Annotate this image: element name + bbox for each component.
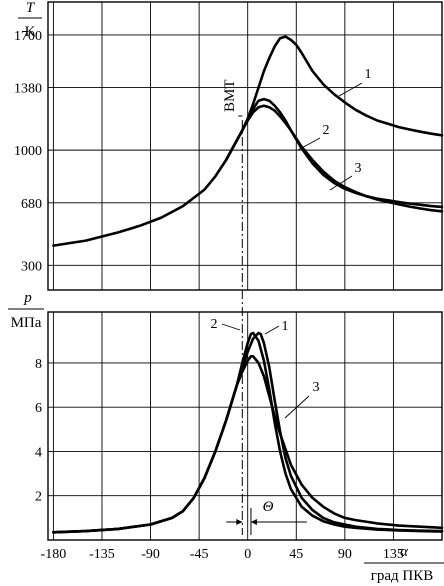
pressure-plot-frame [47, 311, 443, 541]
temperature-panel: 300 680 1000 1380 1700 [14, 1, 444, 291]
pressure-y-tick-label: 6 [35, 401, 42, 416]
series-label-leader [221, 323, 241, 331]
series-label-leader [284, 395, 310, 419]
angle-x-tick-label: 45 [289, 547, 303, 562]
temperature-axis-symbol: T [26, 0, 36, 16]
angle-x-tick-label: -90 [141, 547, 160, 562]
angle-x-tick-label: 135 [383, 547, 404, 562]
temperature-series-line-2 [224, 97, 444, 209]
series-label-leader [264, 325, 280, 335]
temperature-y-tick-label: 1380 [14, 82, 42, 97]
angle-x-tick-label: 90 [338, 547, 352, 562]
temperature-y-tick-label: 1000 [14, 144, 42, 159]
theta-label: Θ [263, 499, 274, 515]
angle-x-tick-label: 0 [244, 547, 251, 562]
tdc-label: ВМТ [222, 79, 238, 112]
temperature-y-tick-label: 680 [21, 197, 42, 212]
pressure-panel: 2 4 6 8 -180 -135 -90 -45 0 45 90 135 [35, 311, 444, 562]
theta-left-arrowhead [236, 519, 243, 525]
temperature-axis-unit: K [25, 24, 36, 40]
pressure-y-tick-label: 4 [35, 445, 42, 460]
angle-axis-unit: град ПКВ [371, 568, 434, 584]
series-label-1: 1 [282, 319, 289, 334]
pressure-axis-symbol: p [23, 290, 32, 306]
temperature-y-tick-label: 300 [21, 259, 42, 274]
series-label-leader [338, 82, 363, 97]
series-label-leader [297, 137, 321, 151]
temperature-series-line-3 [224, 104, 444, 213]
angle-x-tick-label: -45 [190, 547, 209, 562]
angle-axis-symbol: α [400, 544, 409, 560]
temperature-series-line-1 [52, 35, 444, 247]
pressure-series-line-3 [52, 355, 444, 534]
series-label-2: 2 [211, 317, 218, 332]
series-label-2: 2 [323, 123, 330, 138]
series-label-3: 3 [313, 380, 320, 395]
series-label-leader [329, 175, 353, 191]
theta-right-arrowhead [250, 519, 257, 525]
angle-x-tick-label: -135 [89, 547, 115, 562]
pressure-axis-unit: МПа [11, 315, 42, 331]
angle-x-tick-label: -180 [41, 547, 67, 562]
series-label-1: 1 [365, 67, 372, 82]
temperature-y-tick-label: 1700 [14, 29, 42, 44]
pressure-y-tick-label: 2 [35, 490, 42, 505]
pressure-y-tick-label: 8 [35, 357, 42, 372]
temperature-plot-frame [47, 1, 443, 291]
series-label-3: 3 [355, 161, 362, 176]
